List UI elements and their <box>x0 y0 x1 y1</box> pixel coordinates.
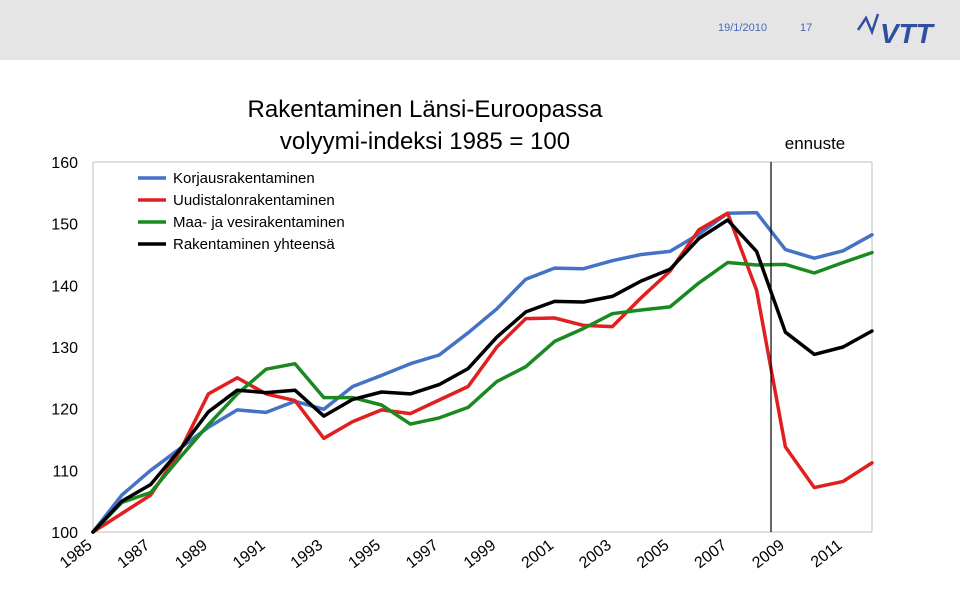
x-tick-label: 2001 <box>519 537 558 572</box>
x-axis: 1985 1987 1989 1991 1993 1995 1997 1999 2001 2003… <box>57 537 846 572</box>
x-tick-label: 1993 <box>288 537 327 572</box>
legend-label: Uudistalonrakentaminen <box>173 192 335 209</box>
y-tick-label: 130 <box>51 340 78 357</box>
x-tick-label: 1991 <box>230 537 269 572</box>
y-axis: 100 110 120 130 140 150 160 <box>51 155 78 542</box>
chart-title: Rakentaminen Länsi-Euroopassa volyymi-in… <box>248 96 604 155</box>
series-line-1 <box>91 210 874 534</box>
series-lines <box>91 210 874 534</box>
x-tick-label: 2011 <box>808 537 846 572</box>
logo-text: VTT <box>880 18 936 48</box>
vtt-logo: VTT <box>856 13 936 48</box>
x-tick-label: 2007 <box>692 537 731 572</box>
legend-label: Korjausrakentaminen <box>173 170 315 187</box>
x-tick-label: 1995 <box>345 537 384 572</box>
page-number: 17 <box>800 22 813 34</box>
forecast-marker: ennuste <box>770 134 846 532</box>
legend-label: Maa- ja vesirakentaminen <box>173 214 345 231</box>
forecast-label: ennuste <box>785 134 846 153</box>
chart-title-line-1: Rakentaminen Länsi-Euroopassa <box>248 96 604 123</box>
plot-frame <box>92 161 873 533</box>
series-line-3 <box>91 250 874 534</box>
series-line-4 <box>91 218 874 534</box>
x-tick-label: 1999 <box>461 537 500 572</box>
series-line-2 <box>91 211 874 534</box>
header-band <box>0 0 960 60</box>
x-tick-label: 2009 <box>749 537 788 572</box>
y-tick-label: 110 <box>52 463 78 480</box>
x-tick-label: 1989 <box>172 537 211 572</box>
x-tick-label: 2005 <box>634 537 673 572</box>
legend-label: Rakentaminen yhteensä <box>173 236 335 253</box>
construction-volume-chart: Rakentaminen Länsi-Euroopassa volyymi-in… <box>51 96 874 572</box>
y-tick-label: 150 <box>51 217 78 234</box>
y-tick-label: 140 <box>51 278 78 295</box>
chart-title-line-2: volyymi-indeksi 1985 = 100 <box>280 128 570 155</box>
logo-wave-mark <box>856 13 880 36</box>
header-date: 19/1/2010 <box>718 22 767 34</box>
y-tick-label: 160 <box>51 155 78 172</box>
x-tick-label: 1997 <box>403 537 442 572</box>
y-tick-label: 120 <box>51 402 78 419</box>
legend: Korjausrakentaminen Uudistalonrakentamine… <box>138 170 345 253</box>
x-tick-label: 1987 <box>115 537 154 572</box>
y-tick-label: 100 <box>51 525 78 542</box>
x-tick-label: 2003 <box>576 537 615 572</box>
